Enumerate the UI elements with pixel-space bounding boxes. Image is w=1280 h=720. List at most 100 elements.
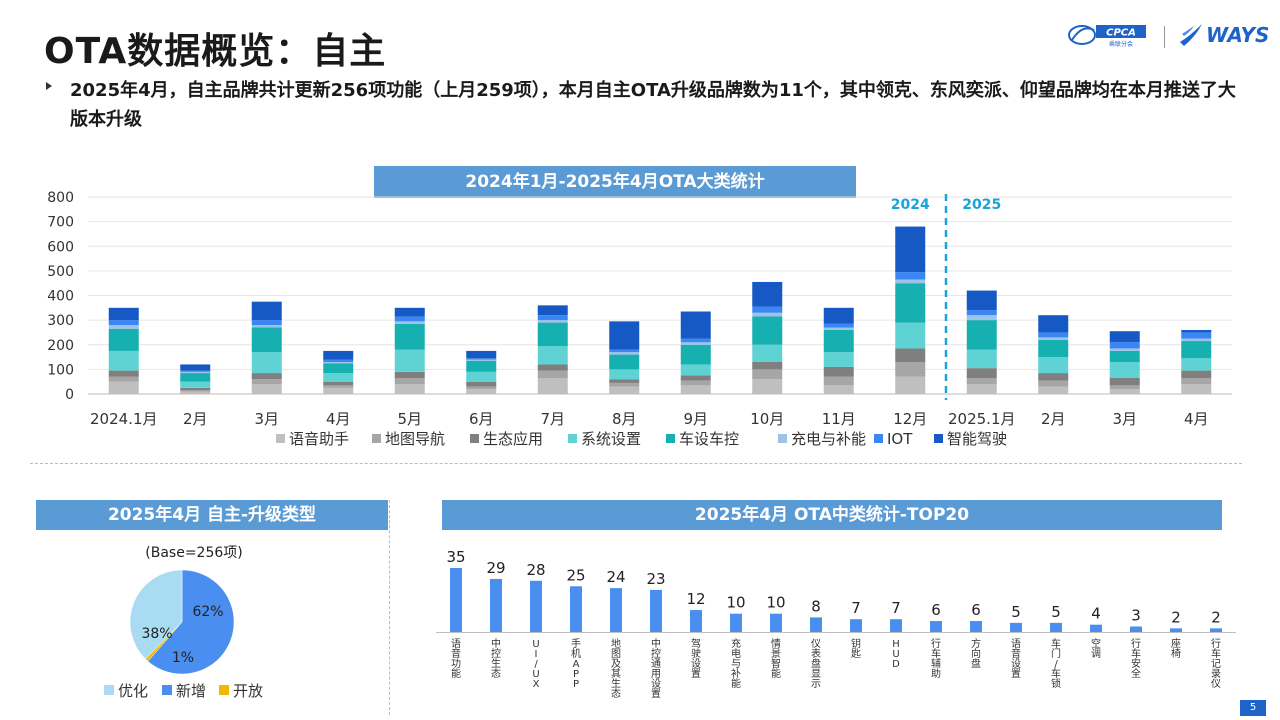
bar [650,589,662,632]
bar-segment [752,369,783,380]
bar-segment [823,385,854,394]
legend-swatch [568,434,577,443]
bar-value-label: 10 [726,594,745,612]
legend-label: 开放 [233,682,263,700]
bar-segment [1181,332,1212,339]
bar-segment [537,322,568,346]
bar-segment [680,375,711,381]
bar-segment [394,307,425,317]
bar-segment [1181,358,1212,371]
bar-segment [1038,315,1069,333]
bar-segment [823,327,854,330]
bar [770,613,782,632]
bar-segment [895,226,926,273]
bar-segment [895,361,926,377]
legend-label: 语音助手 [289,430,349,448]
bar-segment [680,380,711,386]
legend-label: 智能驾驶 [947,430,1007,448]
chart1-title: 2024年1月-2025年4月OTA大类统计 [374,166,856,198]
bar-segment [108,350,139,371]
legend-swatch [276,434,285,443]
bar-segment [251,325,282,328]
bar-segment [1038,357,1069,374]
x-tick-label: 空调 [1091,637,1101,660]
bar-value-label: 8 [811,597,821,615]
x-tick-label: 2024.1月 [90,410,158,428]
bar-segment [609,321,640,350]
bar-segment [895,272,926,280]
bar-segment [180,391,211,394]
x-tick-label: 充电与补能 [731,637,741,690]
legend-swatch [666,434,675,443]
bar-segment [537,345,568,365]
legend-label: IOT [887,430,913,448]
x-tick-label: 行车安全 [1131,637,1141,680]
x-tick-label: 7月 [540,410,565,428]
pie-label: 62% [192,604,223,620]
bar [850,619,862,632]
bar-segment [609,352,640,355]
bar-segment [323,385,354,388]
bar-segment [966,310,997,316]
cpca-logo: CPCA 乘联分会 [1068,25,1146,48]
bar-segment [752,379,783,394]
bar-segment [537,377,568,394]
x-tick-label: 中控生态 [491,637,501,680]
bar-segment [1038,332,1069,338]
bar-segment [1109,385,1140,390]
bar-segment [895,322,926,349]
bar-segment [108,325,139,329]
x-tick-label: 中控通用设置 [651,637,661,700]
bar [530,580,542,632]
bar-segment [966,368,997,378]
ways-swoosh-icon [1180,24,1202,46]
legend-swatch [104,685,114,695]
pie-slice [145,621,183,662]
bar-segment [609,382,640,387]
x-tick-label: 2月 [1041,410,1066,428]
legend-swatch [162,685,172,695]
bar-segment [1038,373,1069,381]
bar-segment [823,352,854,367]
bar-segment [1109,350,1140,362]
bar-segment [180,381,211,388]
bar-segment [1038,380,1069,387]
bar-segment [323,387,354,394]
bar-segment [680,338,711,343]
bar-value-label: 35 [446,548,465,566]
bar-segment [823,329,854,353]
bar-segment [895,348,926,362]
bar-segment [251,379,282,385]
page-number: 5 [1240,700,1266,716]
x-tick-label: 语音设置 [1011,638,1021,680]
bar-segment [108,307,139,321]
bar-segment [1109,361,1140,378]
bar-value-label: 5 [1011,603,1021,621]
bar-segment [537,315,568,321]
legend-label: 新增 [176,682,206,700]
x-tick-label: 3月 [254,410,279,428]
x-tick-label: 10月 [750,410,784,428]
legend-label: 生态应用 [483,430,543,448]
x-tick-label: 方向盘 [971,637,981,670]
bar-value-label: 25 [566,566,585,584]
section-divider [30,463,1242,464]
x-tick-label: 语音功能 [451,638,461,680]
legend-label: 充电与补能 [791,430,866,448]
bar-segment [1181,329,1212,333]
bar-segment [895,279,926,284]
legend-swatch [778,434,787,443]
bar [610,588,622,632]
x-tick-label: 6月 [469,410,494,428]
bar-segment [537,370,568,378]
bar-segment [466,360,497,372]
y-tick-label: 700 [47,215,74,231]
bar-segment [394,321,425,324]
bar-segment [966,377,997,385]
bar-value-label: 23 [646,570,665,588]
bar-segment [895,283,926,323]
bar-segment [108,370,139,377]
bar-segment [1109,389,1140,394]
y-tick-label: 500 [47,264,74,280]
